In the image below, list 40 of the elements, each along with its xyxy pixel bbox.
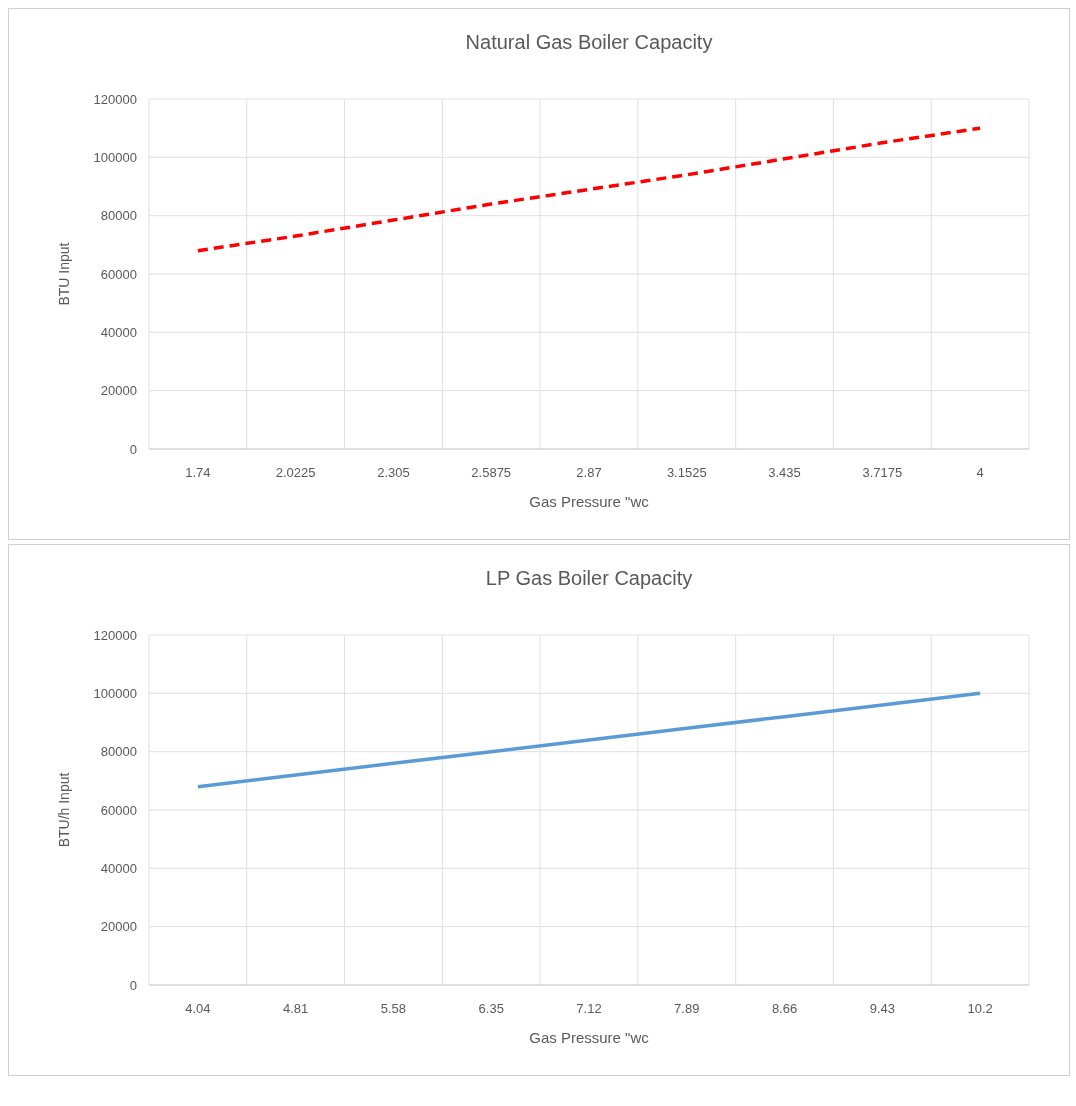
y-tick-label: 100000 (93, 149, 137, 165)
y-axis-title: BTU/h Input (56, 772, 72, 848)
y-tick-label: 20000 (100, 383, 137, 399)
x-tick-label: 2.5875 (471, 465, 512, 480)
y-tick-label: 100000 (93, 685, 137, 701)
y-tick-label: 60000 (100, 802, 137, 818)
x-tick-label: 3.435 (768, 465, 801, 480)
y-tick-label: 0 (129, 977, 137, 993)
y-axis-title: BTU Input (56, 242, 72, 306)
y-tick-label: 0 (129, 441, 137, 457)
x-tick-label: 2.305 (377, 465, 410, 480)
x-tick-label: 5.58 (380, 1001, 407, 1016)
x-axis-title: Gas Pressure "wc (529, 1029, 650, 1046)
x-tick-label: 2.87 (576, 465, 602, 480)
x-tick-label: 6.35 (478, 1001, 504, 1016)
y-tick-label: 120000 (93, 627, 137, 643)
y-tick-label: 40000 (100, 324, 137, 340)
line-series (196, 691, 982, 789)
x-tick-label: 10.2 (967, 1001, 993, 1016)
y-tick-label: 40000 (100, 860, 137, 876)
y-tick-label: 80000 (100, 744, 137, 760)
x-tick-label: 4.81 (283, 1001, 309, 1016)
x-tick-label: 7.89 (674, 1001, 700, 1016)
x-tick-label: 1.74 (185, 465, 211, 480)
x-axis-title: Gas Pressure "wc (529, 493, 650, 510)
line-series (196, 126, 982, 253)
x-tick-label: 3.7175 (862, 465, 903, 480)
y-tick-label: 20000 (100, 919, 137, 935)
x-tick-label: 4.04 (185, 1001, 211, 1016)
x-tick-label: 2.0225 (275, 465, 316, 480)
chart-title: Natural Gas Boiler Capacity (465, 31, 713, 53)
y-tick-label: 80000 (100, 208, 137, 224)
x-tick-label: 9.43 (869, 1001, 895, 1016)
x-tick-label: 4 (976, 465, 984, 480)
x-tick-label: 8.66 (771, 1001, 798, 1016)
y-tick-label: 60000 (100, 266, 137, 282)
y-tick-label: 120000 (93, 91, 137, 107)
x-tick-label: 7.12 (576, 1001, 602, 1016)
x-tick-label: 3.1525 (666, 465, 707, 480)
chart-title: LP Gas Boiler Capacity (485, 567, 693, 589)
